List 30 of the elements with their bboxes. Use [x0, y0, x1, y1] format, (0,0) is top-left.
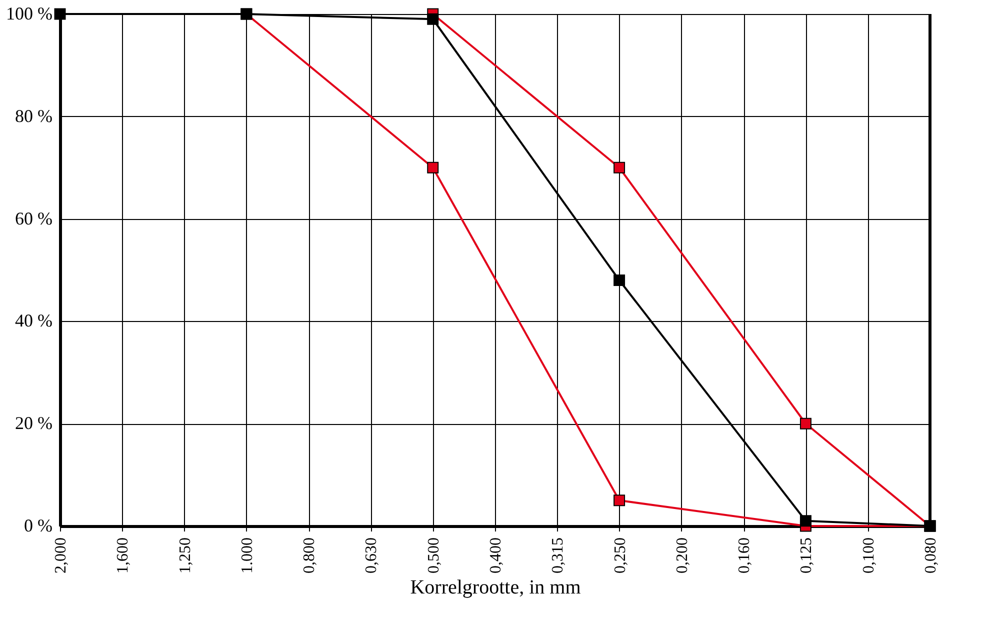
x-tick-label: 0,500	[425, 538, 442, 574]
point	[427, 162, 439, 174]
point	[614, 162, 626, 174]
point	[614, 494, 626, 506]
x-tick-label: 0,315	[550, 538, 567, 574]
x-tick-label: 0,400	[488, 538, 504, 574]
x-tick-label: 0,200	[674, 538, 691, 574]
x-tick-label: 1,250	[176, 538, 194, 574]
y-tick-label: 100 %	[6, 4, 52, 24]
point	[54, 8, 66, 20]
x-tick-label: 0,125	[798, 538, 816, 574]
x-axis-title: Korrelgrootte, in mm	[410, 576, 582, 598]
x-tick-label: 0,100	[860, 538, 878, 574]
y-tick-label: 40 %	[15, 310, 52, 331]
x-tick-label: 0,630	[363, 538, 380, 574]
y-tick-label: 20 %	[15, 413, 52, 434]
point	[427, 13, 439, 25]
point	[800, 515, 812, 527]
y-tick-label: 60 %	[15, 208, 52, 228]
y-tick-label: 0 %	[24, 516, 52, 536]
x-tick-label: 2,000	[52, 538, 70, 574]
y-tick-label: 80 %	[15, 106, 52, 126]
x-tick-label: 0,080	[922, 538, 940, 574]
x-tick-label: 0,800	[301, 538, 318, 574]
x-tick-label: 0,250	[612, 538, 629, 574]
point	[800, 418, 812, 430]
x-tick-label: 1,600	[114, 538, 132, 574]
point	[614, 274, 626, 286]
x-tick-label: 0,160	[736, 538, 754, 574]
x-tick-label: 1.000	[238, 538, 256, 574]
